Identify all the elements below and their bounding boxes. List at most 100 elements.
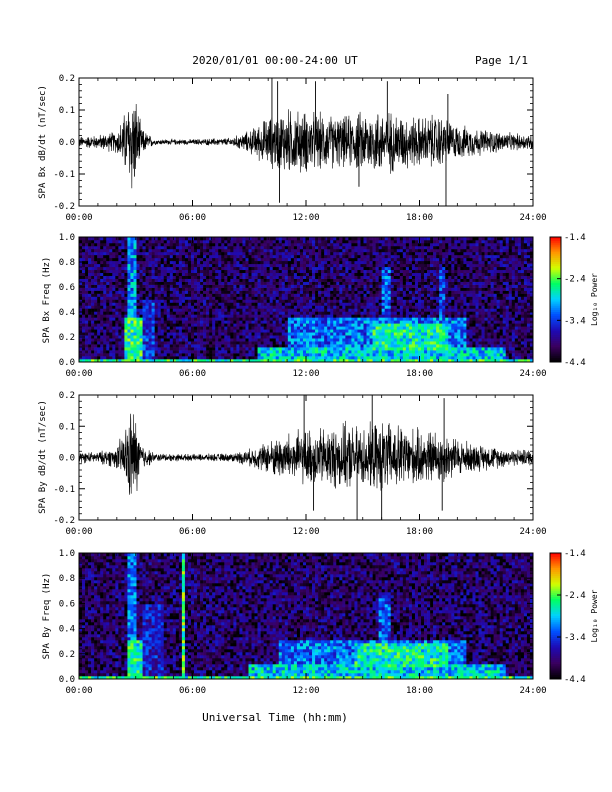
spectrogram-cell xyxy=(360,311,364,315)
spectrogram-cell xyxy=(121,359,125,363)
spectrogram-cell xyxy=(239,260,243,265)
spectrogram-cell xyxy=(242,305,246,309)
spectrogram-cell xyxy=(109,335,113,339)
spectrogram-cell xyxy=(260,257,264,262)
spectrogram-cell xyxy=(245,341,249,345)
spectrogram-cell xyxy=(375,332,379,336)
spectrogram-cell xyxy=(172,260,177,265)
spectrogram-cell xyxy=(363,275,367,279)
spectrogram-cell xyxy=(85,359,89,363)
spectrogram-cell xyxy=(424,269,428,274)
spectrogram-cell xyxy=(118,275,122,279)
spectrogram-cell xyxy=(248,356,252,360)
spectrogram-cell xyxy=(197,272,201,276)
spectrogram-cell xyxy=(97,278,101,282)
spectrogram-cell xyxy=(109,248,113,253)
spectrogram-cell xyxy=(330,278,334,282)
spectrogram-cell xyxy=(354,356,358,360)
spectrogram-cell xyxy=(402,299,407,303)
spectrogram-cell xyxy=(278,248,283,253)
spectrogram-cell xyxy=(157,332,162,336)
spectrogram-cell xyxy=(230,237,234,241)
spectrogram-cell xyxy=(306,237,310,241)
spectrogram-cell xyxy=(133,242,137,247)
spectrogram-cell xyxy=(169,293,174,297)
spectrogram-cell xyxy=(421,260,425,265)
spectrogram-cell xyxy=(411,293,416,297)
spectrogram-cell xyxy=(278,299,283,303)
spectrogram-cell xyxy=(381,338,385,342)
spectrogram-cell xyxy=(181,326,186,330)
spectrogram-cell xyxy=(408,242,413,247)
spectrogram-cell xyxy=(257,278,261,282)
spectrogram-cell xyxy=(357,272,361,276)
spectrogram-cell xyxy=(215,269,219,274)
spectrogram-cell xyxy=(372,317,376,321)
spectrogram-cell xyxy=(281,272,286,276)
spectrogram-cell xyxy=(124,320,128,324)
spectrogram-cell xyxy=(257,293,261,297)
spectrogram-cell xyxy=(142,329,146,333)
spectrogram-cell xyxy=(345,287,349,291)
spectrogram-cell xyxy=(269,311,274,315)
spectrogram-cell xyxy=(124,287,128,291)
spectrogram-cell xyxy=(248,290,252,294)
spectrogram-cell xyxy=(239,344,243,348)
spectrogram-cell xyxy=(154,269,158,274)
spectrogram-cell xyxy=(284,257,289,262)
spectrogram-cell xyxy=(399,293,404,297)
spectrogram-cell xyxy=(142,305,146,309)
spectrogram-cell xyxy=(321,266,325,271)
spectrogram-cell xyxy=(227,251,231,256)
spectrogram-cell xyxy=(321,257,325,262)
spectrogram-cell xyxy=(124,344,128,348)
spectrogram-cell xyxy=(79,237,83,241)
spectrogram-cell xyxy=(215,260,219,265)
spectrogram-cell xyxy=(278,344,283,348)
spectrogram-cell xyxy=(115,332,119,336)
spectrogram-cell xyxy=(103,242,107,247)
spectrogram-cell xyxy=(324,284,328,288)
spectrogram-cell xyxy=(296,335,301,339)
spectrogram-cell xyxy=(263,299,267,303)
spectrogram-cell xyxy=(209,353,213,357)
spectrogram-cell xyxy=(103,332,107,336)
spectrogram-cell xyxy=(82,305,86,309)
spectrogram-cell xyxy=(333,356,337,360)
spectrogram-cell xyxy=(118,296,122,300)
spectrogram-cell xyxy=(121,284,125,288)
spectrogram-cell xyxy=(245,302,249,306)
spectrogram-cell xyxy=(130,353,134,357)
spectrogram-cell xyxy=(239,263,243,268)
spectrogram-cell xyxy=(97,359,101,363)
spectrogram-cell xyxy=(206,260,210,265)
spectrogram-cell xyxy=(251,281,255,285)
spectrogram-cell xyxy=(402,329,407,333)
spectrogram-cell xyxy=(209,320,213,324)
spectrogram-cell xyxy=(212,257,216,262)
spectrogram-cell xyxy=(97,263,101,268)
spectrogram-cell xyxy=(215,281,219,285)
spectrogram-cell xyxy=(266,266,270,271)
spectrogram-cell xyxy=(333,335,337,339)
spectrogram-cell xyxy=(299,335,304,339)
spectrogram-cell xyxy=(82,263,86,268)
spectrogram-cell xyxy=(257,308,261,312)
spectrogram-cell xyxy=(384,296,389,300)
spectrogram-cell xyxy=(336,356,340,360)
spectrogram-cell xyxy=(309,293,313,297)
spectrogram-cell xyxy=(163,314,168,318)
spectrogram-cell xyxy=(290,293,295,297)
spectrogram-cell xyxy=(203,347,207,351)
spectrogram-cell xyxy=(390,278,395,282)
spectrogram-cell xyxy=(239,272,243,276)
spectrogram-cell xyxy=(263,302,267,306)
spectrogram-cell xyxy=(321,350,325,354)
spectrogram-cell xyxy=(405,299,410,303)
spectrogram-cell xyxy=(306,323,310,327)
spectrogram-cell xyxy=(133,272,137,276)
spectrogram-cell xyxy=(421,329,425,333)
spectrogram-cell xyxy=(227,269,231,274)
spectrogram-cell xyxy=(85,284,89,288)
spectrogram-cell xyxy=(427,287,431,291)
